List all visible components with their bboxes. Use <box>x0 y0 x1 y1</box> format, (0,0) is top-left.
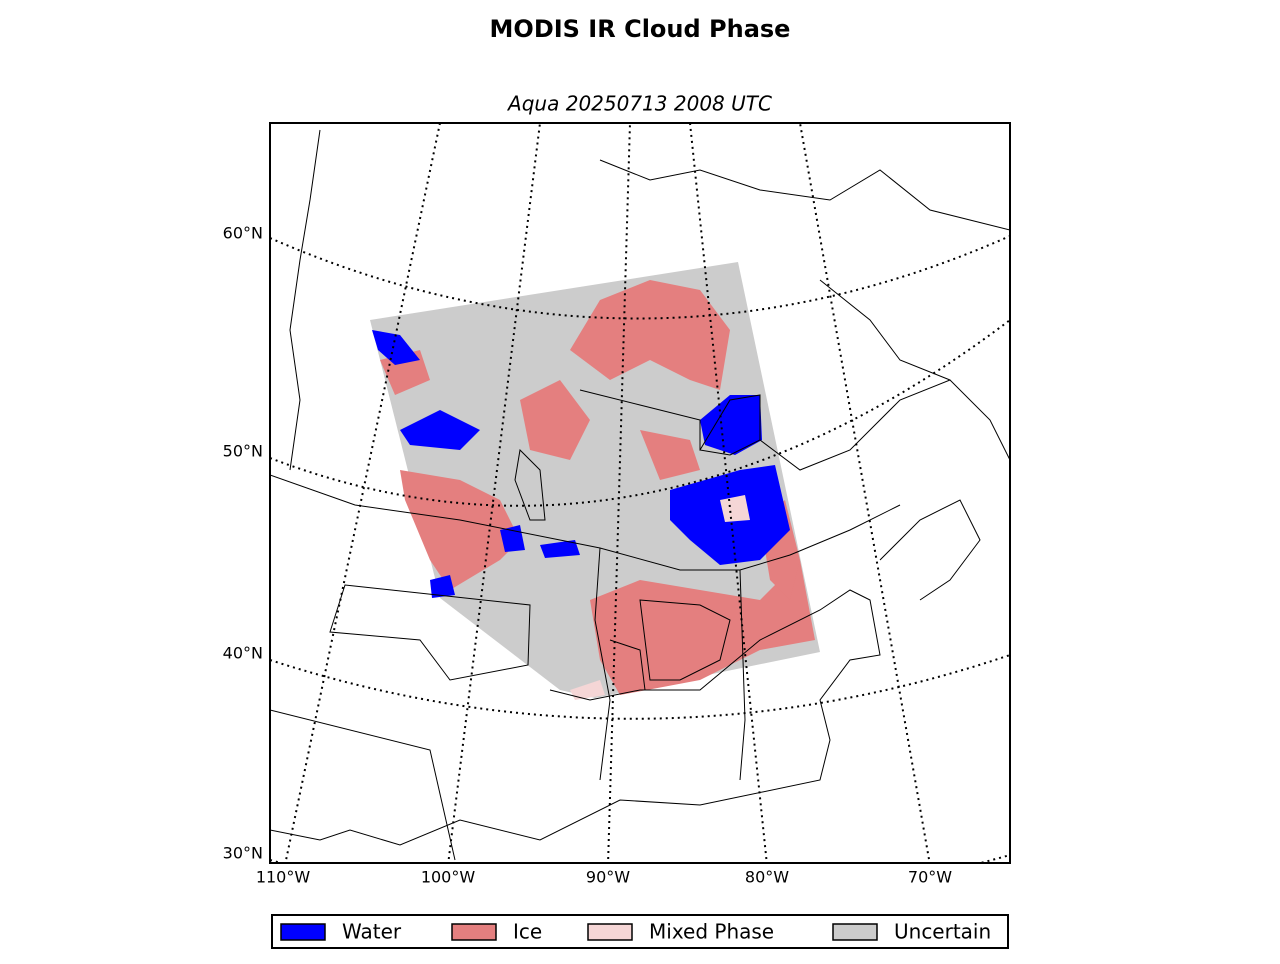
lon-label: 90°W <box>586 868 630 887</box>
lon-label: 100°W <box>421 868 476 887</box>
lat-label: 40°N <box>223 644 263 663</box>
axis-labels: 60°N 50°N 40°N 30°N 110°W 100°W 90°W 80°W 70°W <box>223 224 953 887</box>
ice-area <box>520 380 590 460</box>
legend-swatch <box>280 923 326 941</box>
ice-area <box>570 280 730 390</box>
water-area <box>372 330 420 365</box>
lat-label: 50°N <box>223 442 263 461</box>
lon-label: 70°W <box>908 868 952 887</box>
subtitle: Aqua 20250713 2008 UTC <box>506 92 772 116</box>
lat-label: 30°N <box>223 844 263 863</box>
legend-swatch <box>832 923 878 941</box>
legend-box <box>271 914 1009 949</box>
legend: Water Ice Mixed Phase Uncertain <box>280 920 991 944</box>
legend-label: Water <box>342 920 402 944</box>
lon-label: 80°W <box>745 868 789 887</box>
legend-label: Uncertain <box>894 920 991 944</box>
graticule <box>270 123 1010 863</box>
map-frame <box>269 122 1011 864</box>
legend-label: Mixed Phase <box>649 920 774 944</box>
legend-swatch <box>587 923 633 941</box>
mixed-area <box>570 680 605 700</box>
water-area <box>540 540 580 558</box>
title: MODIS IR Cloud Phase <box>490 15 791 43</box>
water-area <box>430 575 455 598</box>
lat-label: 60°N <box>223 224 263 243</box>
ice-area <box>640 430 700 480</box>
water-area <box>400 410 480 450</box>
ice-area <box>590 560 815 695</box>
lon-label: 110°W <box>256 868 311 887</box>
water-area <box>700 395 762 455</box>
borders <box>270 129 1010 861</box>
legend-swatch <box>451 923 497 941</box>
swath <box>370 262 820 700</box>
map-area <box>270 123 1010 863</box>
ice-area <box>400 470 520 590</box>
legend-label: Ice <box>513 920 542 944</box>
mixed-area <box>720 495 750 522</box>
